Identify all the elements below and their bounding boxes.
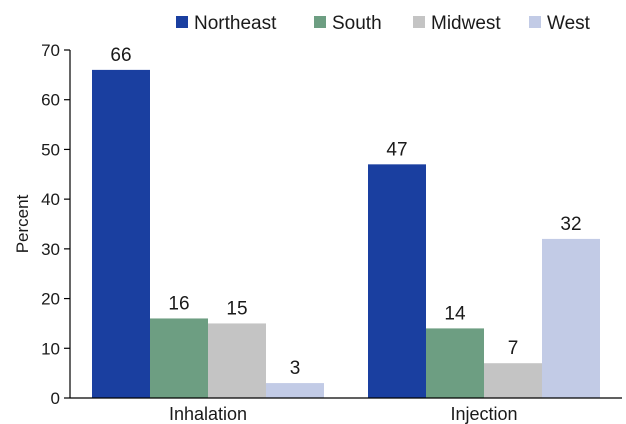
bar-midwest-inhalation xyxy=(208,323,266,398)
bar-northeast-inhalation xyxy=(92,69,150,398)
data-label: 32 xyxy=(560,214,581,235)
data-label: 15 xyxy=(226,298,247,319)
legend-swatch-northeast xyxy=(176,16,188,28)
legend-swatch-south xyxy=(314,16,326,28)
bar-south-injection xyxy=(426,328,484,398)
legend-swatch-midwest xyxy=(413,16,425,28)
data-label: 66 xyxy=(110,45,131,66)
legend-swatch-west xyxy=(529,16,541,28)
y-tick-label: 70 xyxy=(41,41,60,60)
y-tick-label: 50 xyxy=(41,140,60,159)
y-axis: 0 10 20 30 40 50 60 70 xyxy=(41,41,71,408)
bar-west-injection xyxy=(542,238,600,398)
y-tick-label: 20 xyxy=(41,290,60,309)
x-axis: Inhalation Injection xyxy=(70,397,622,424)
legend-label-south: South xyxy=(332,13,382,34)
x-category-label: Inhalation xyxy=(169,404,247,424)
data-label: 16 xyxy=(168,293,189,314)
legend-label-midwest: Midwest xyxy=(431,13,501,34)
bar-northeast-injection xyxy=(368,164,426,398)
bar-west-inhalation xyxy=(266,383,324,398)
y-axis-title: Percent xyxy=(13,194,32,253)
bars: 66 16 15 3 47 14 7 32 xyxy=(92,45,600,398)
bar-south-inhalation xyxy=(150,318,208,398)
x-category-label: Injection xyxy=(450,404,517,424)
data-label: 7 xyxy=(508,338,519,359)
y-tick-label: 40 xyxy=(41,190,60,209)
bar-midwest-injection xyxy=(484,363,542,398)
y-tick-label: 10 xyxy=(41,339,60,358)
y-tick-label: 30 xyxy=(41,240,60,259)
y-tick-label: 60 xyxy=(41,91,60,110)
data-label: 14 xyxy=(444,303,466,324)
legend-label-northeast: Northeast xyxy=(194,13,277,34)
legend: Northeast South Midwest West xyxy=(176,13,591,34)
data-label: 3 xyxy=(290,358,301,379)
y-tick-label: 0 xyxy=(51,389,60,408)
legend-label-west: West xyxy=(547,13,591,34)
data-label: 47 xyxy=(386,139,407,160)
